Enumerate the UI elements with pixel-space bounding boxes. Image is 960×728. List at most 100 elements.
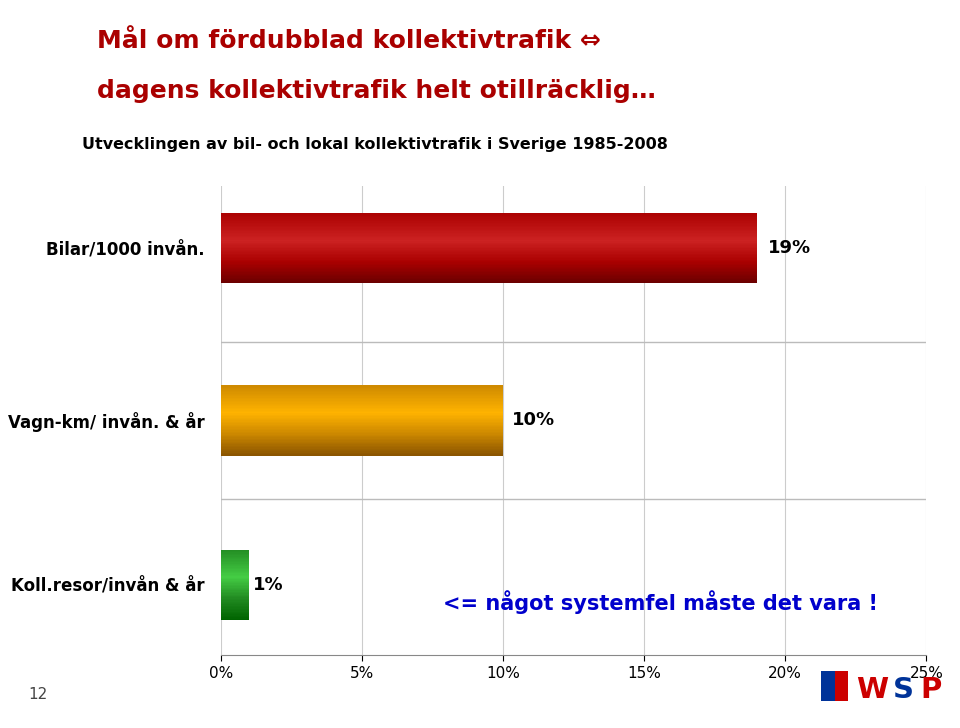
Bar (221, 607, 249, 609)
Bar (221, 266, 757, 268)
Bar (221, 617, 249, 619)
Bar (221, 259, 757, 261)
Bar (221, 272, 757, 274)
Bar (221, 405, 503, 406)
Bar (221, 416, 503, 418)
Bar (221, 220, 757, 221)
Bar (221, 568, 249, 569)
Text: Mål om fördubblad kollektivtrafik ⇔: Mål om fördubblad kollektivtrafik ⇔ (97, 29, 601, 53)
Bar (221, 268, 757, 269)
Bar (221, 562, 249, 563)
Bar (221, 402, 503, 403)
Bar (221, 578, 249, 579)
Bar (221, 264, 757, 265)
Bar (221, 566, 249, 568)
Bar (221, 403, 503, 405)
Bar (221, 599, 249, 601)
Bar (221, 586, 249, 587)
Bar (221, 609, 249, 610)
Bar (221, 269, 757, 271)
Bar (221, 427, 503, 429)
Bar (221, 388, 503, 389)
Bar (221, 439, 503, 440)
Bar (221, 408, 503, 409)
Bar (221, 426, 503, 427)
Bar (221, 550, 249, 551)
Bar (221, 598, 249, 599)
Bar (221, 453, 503, 454)
Bar (221, 233, 757, 234)
Bar (221, 221, 757, 223)
Bar (221, 574, 249, 575)
Bar (221, 281, 757, 282)
Bar (221, 435, 503, 436)
Bar (221, 274, 757, 275)
Bar (221, 424, 503, 426)
Bar (221, 226, 757, 227)
Bar (821, 670, 849, 700)
Bar (221, 227, 757, 229)
Bar (221, 555, 249, 557)
Text: 10%: 10% (512, 411, 555, 430)
Bar (221, 553, 249, 554)
Bar (221, 271, 757, 272)
Bar (221, 250, 757, 251)
Bar (221, 587, 249, 589)
Bar (221, 420, 503, 422)
Bar (221, 387, 503, 388)
Bar (221, 224, 757, 226)
Bar (221, 247, 757, 248)
Bar (221, 229, 757, 230)
Bar (221, 419, 503, 421)
Bar (221, 440, 503, 442)
Bar (221, 265, 757, 266)
Bar (221, 241, 757, 242)
Bar (221, 616, 249, 617)
Bar (221, 398, 503, 399)
Bar (221, 554, 249, 555)
Bar (221, 444, 503, 446)
Bar (221, 557, 249, 558)
Bar (221, 596, 249, 598)
Bar (221, 391, 503, 392)
Bar (221, 236, 757, 237)
Bar (221, 454, 503, 456)
Bar (221, 585, 249, 586)
Bar (221, 571, 249, 572)
Bar (221, 603, 249, 604)
Bar (221, 411, 503, 412)
Bar (221, 430, 503, 432)
Bar (221, 257, 757, 258)
Bar (221, 414, 503, 415)
Text: 1%: 1% (253, 576, 284, 594)
Bar (221, 451, 503, 453)
Bar (221, 565, 249, 566)
Bar (221, 589, 249, 590)
Bar (221, 282, 757, 283)
Bar (221, 606, 249, 607)
Bar (221, 579, 249, 580)
Bar (221, 392, 503, 394)
Bar (821, 670, 834, 700)
Bar (221, 563, 249, 565)
Bar (221, 415, 503, 416)
Bar (221, 572, 249, 574)
Bar (221, 409, 503, 411)
Bar (221, 251, 757, 253)
Bar (221, 450, 503, 451)
Bar (221, 580, 249, 582)
Bar (221, 448, 503, 450)
Bar (221, 394, 503, 395)
Bar (221, 432, 503, 433)
Bar (221, 433, 503, 435)
Bar (221, 278, 757, 280)
Text: 12: 12 (29, 687, 48, 702)
Bar (221, 215, 757, 217)
Bar (221, 245, 757, 247)
Bar (221, 592, 249, 593)
Bar (221, 422, 503, 423)
Bar (221, 612, 249, 613)
Bar (221, 590, 249, 592)
Bar (221, 218, 757, 220)
Bar (221, 400, 503, 402)
